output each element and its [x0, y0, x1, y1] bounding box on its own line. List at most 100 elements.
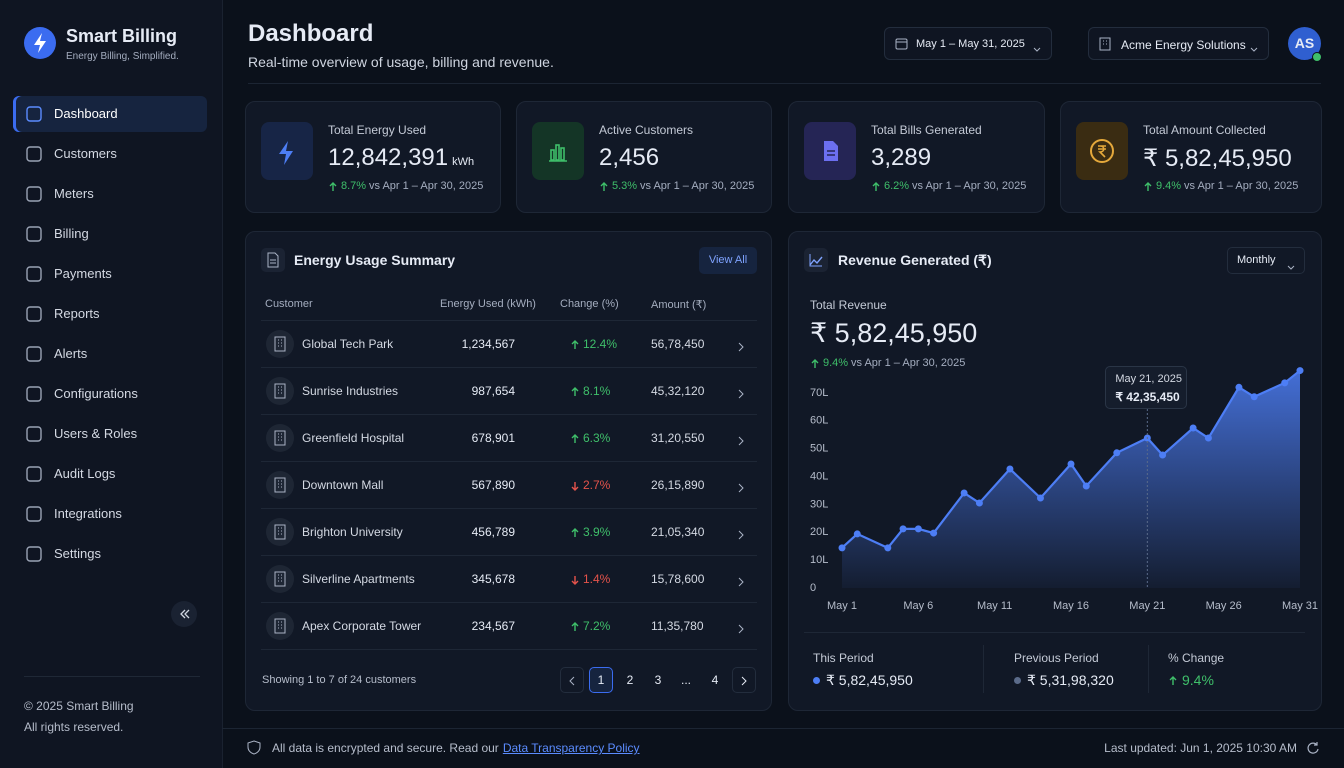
- showing-text: Showing 1 to 7 of 24 customers: [262, 674, 417, 686]
- building-icon: [266, 565, 294, 593]
- icon-part: [278, 480, 282, 488]
- building-icon: [266, 518, 294, 546]
- nav-item[interactable]: [13, 336, 207, 372]
- refresh-icon[interactable]: [1306, 741, 1320, 760]
- page-button[interactable]: 3: [654, 673, 662, 687]
- change: 8.1%: [583, 384, 611, 398]
- icon-part: [26, 226, 42, 242]
- table-row[interactable]: [261, 603, 757, 650]
- icon-part: [26, 106, 42, 122]
- change: 3.9%: [583, 525, 611, 539]
- icon-part: [274, 477, 286, 493]
- table-row[interactable]: [261, 415, 757, 462]
- icon-part: [809, 256, 823, 266]
- kpi-change: 5.3%: [612, 180, 638, 192]
- amount: 21,05,340: [651, 525, 705, 539]
- icon-part: [1033, 47, 1041, 52]
- divider: [24, 676, 200, 677]
- icon-part: [571, 482, 579, 491]
- building-icon: [266, 424, 294, 452]
- icon-part: [26, 186, 42, 202]
- nav-item[interactable]: [13, 96, 207, 132]
- nav-label: Customers: [54, 146, 117, 161]
- icon-part: [278, 574, 282, 582]
- date-range: May 1 – May 31, 2025: [916, 38, 1025, 50]
- icon-part: [600, 182, 608, 191]
- icon-part: [278, 621, 282, 629]
- tooltip: [1105, 366, 1188, 409]
- summary-label: This Period: [813, 651, 874, 665]
- divider: [1148, 645, 1149, 693]
- shield-icon: [247, 740, 261, 760]
- energy-used: 456,789: [471, 525, 515, 539]
- kpi-label: Active Customers: [599, 123, 694, 137]
- table-row[interactable]: [261, 321, 757, 368]
- next-page[interactable]: [732, 667, 756, 693]
- chevron-right: [737, 339, 745, 357]
- up-arrow: [599, 180, 609, 198]
- icon-part: [26, 266, 42, 282]
- policy-link[interactable]: Data Transparency Policy: [502, 741, 640, 755]
- collapse-button[interactable]: [171, 601, 197, 632]
- icon-part: [824, 141, 838, 161]
- column-header: Energy Used (kWh): [440, 298, 536, 310]
- nav-item[interactable]: [13, 296, 207, 332]
- calendar-icon: [895, 37, 908, 55]
- nav-item[interactable]: [13, 176, 207, 212]
- amount: 31,20,550: [651, 431, 705, 445]
- icon-part: [247, 740, 261, 755]
- kpi-change: 9.4%: [1156, 180, 1182, 192]
- table-row[interactable]: [261, 462, 757, 509]
- kpi-value: 12,842,391 kWh: [328, 144, 475, 171]
- energy-used: 987,654: [471, 384, 515, 398]
- icon-part: [1169, 676, 1177, 685]
- page-button[interactable]: 4: [711, 673, 719, 687]
- icon-part: [26, 506, 42, 522]
- date-picker[interactable]: [884, 27, 1052, 60]
- legend-dot: [813, 677, 820, 684]
- icon-part: [274, 618, 286, 634]
- icon-part: [741, 676, 747, 686]
- nav-item[interactable]: [13, 536, 207, 572]
- up-arrow: [570, 432, 580, 450]
- nav-label: Meters: [54, 186, 94, 201]
- nav-item[interactable]: [13, 216, 207, 252]
- summary-value: 9.4%: [1182, 672, 1214, 688]
- usage-panel: [245, 231, 772, 711]
- logo: [24, 27, 56, 64]
- customer-name: Downtown Mall: [302, 478, 384, 492]
- nav-icon: [26, 426, 42, 447]
- divider: [261, 320, 757, 321]
- change: 1.4%: [583, 572, 611, 586]
- page-button[interactable]: ...: [680, 673, 691, 687]
- prev-page[interactable]: [560, 667, 584, 693]
- total-label: Total Revenue: [810, 298, 887, 312]
- view-all-button[interactable]: View All: [699, 247, 757, 274]
- icon-part: [549, 144, 567, 162]
- icon-part: [571, 340, 579, 349]
- table-row[interactable]: [261, 368, 757, 415]
- nav-label: Alerts: [54, 346, 88, 361]
- chevron-right: [737, 480, 745, 498]
- icon-part: [811, 359, 819, 368]
- org-picker[interactable]: [1088, 27, 1269, 60]
- page-button[interactable]: 2: [626, 673, 634, 687]
- total-value: ₹ 5,82,45,950: [810, 318, 978, 348]
- legend-dot: [1014, 677, 1021, 684]
- nav-label: Integrations: [54, 506, 122, 521]
- table-row[interactable]: [261, 509, 757, 556]
- table-row[interactable]: [261, 556, 757, 603]
- column-header: Customer: [265, 298, 313, 310]
- page-button[interactable]: 1: [589, 667, 613, 693]
- icon-part: [26, 346, 42, 362]
- icon-part: [26, 386, 42, 402]
- kpi-icon: [804, 122, 856, 180]
- icon-part: [550, 149, 555, 161]
- nav-icon: [26, 306, 42, 327]
- chevron-right: [737, 386, 745, 404]
- security-note: All data is encrypted and secure. Read o…: [272, 741, 640, 755]
- icon-part: [571, 387, 579, 396]
- chevron: [1250, 40, 1258, 58]
- divider: [983, 645, 984, 693]
- period-select[interactable]: Monthly: [1227, 247, 1305, 274]
